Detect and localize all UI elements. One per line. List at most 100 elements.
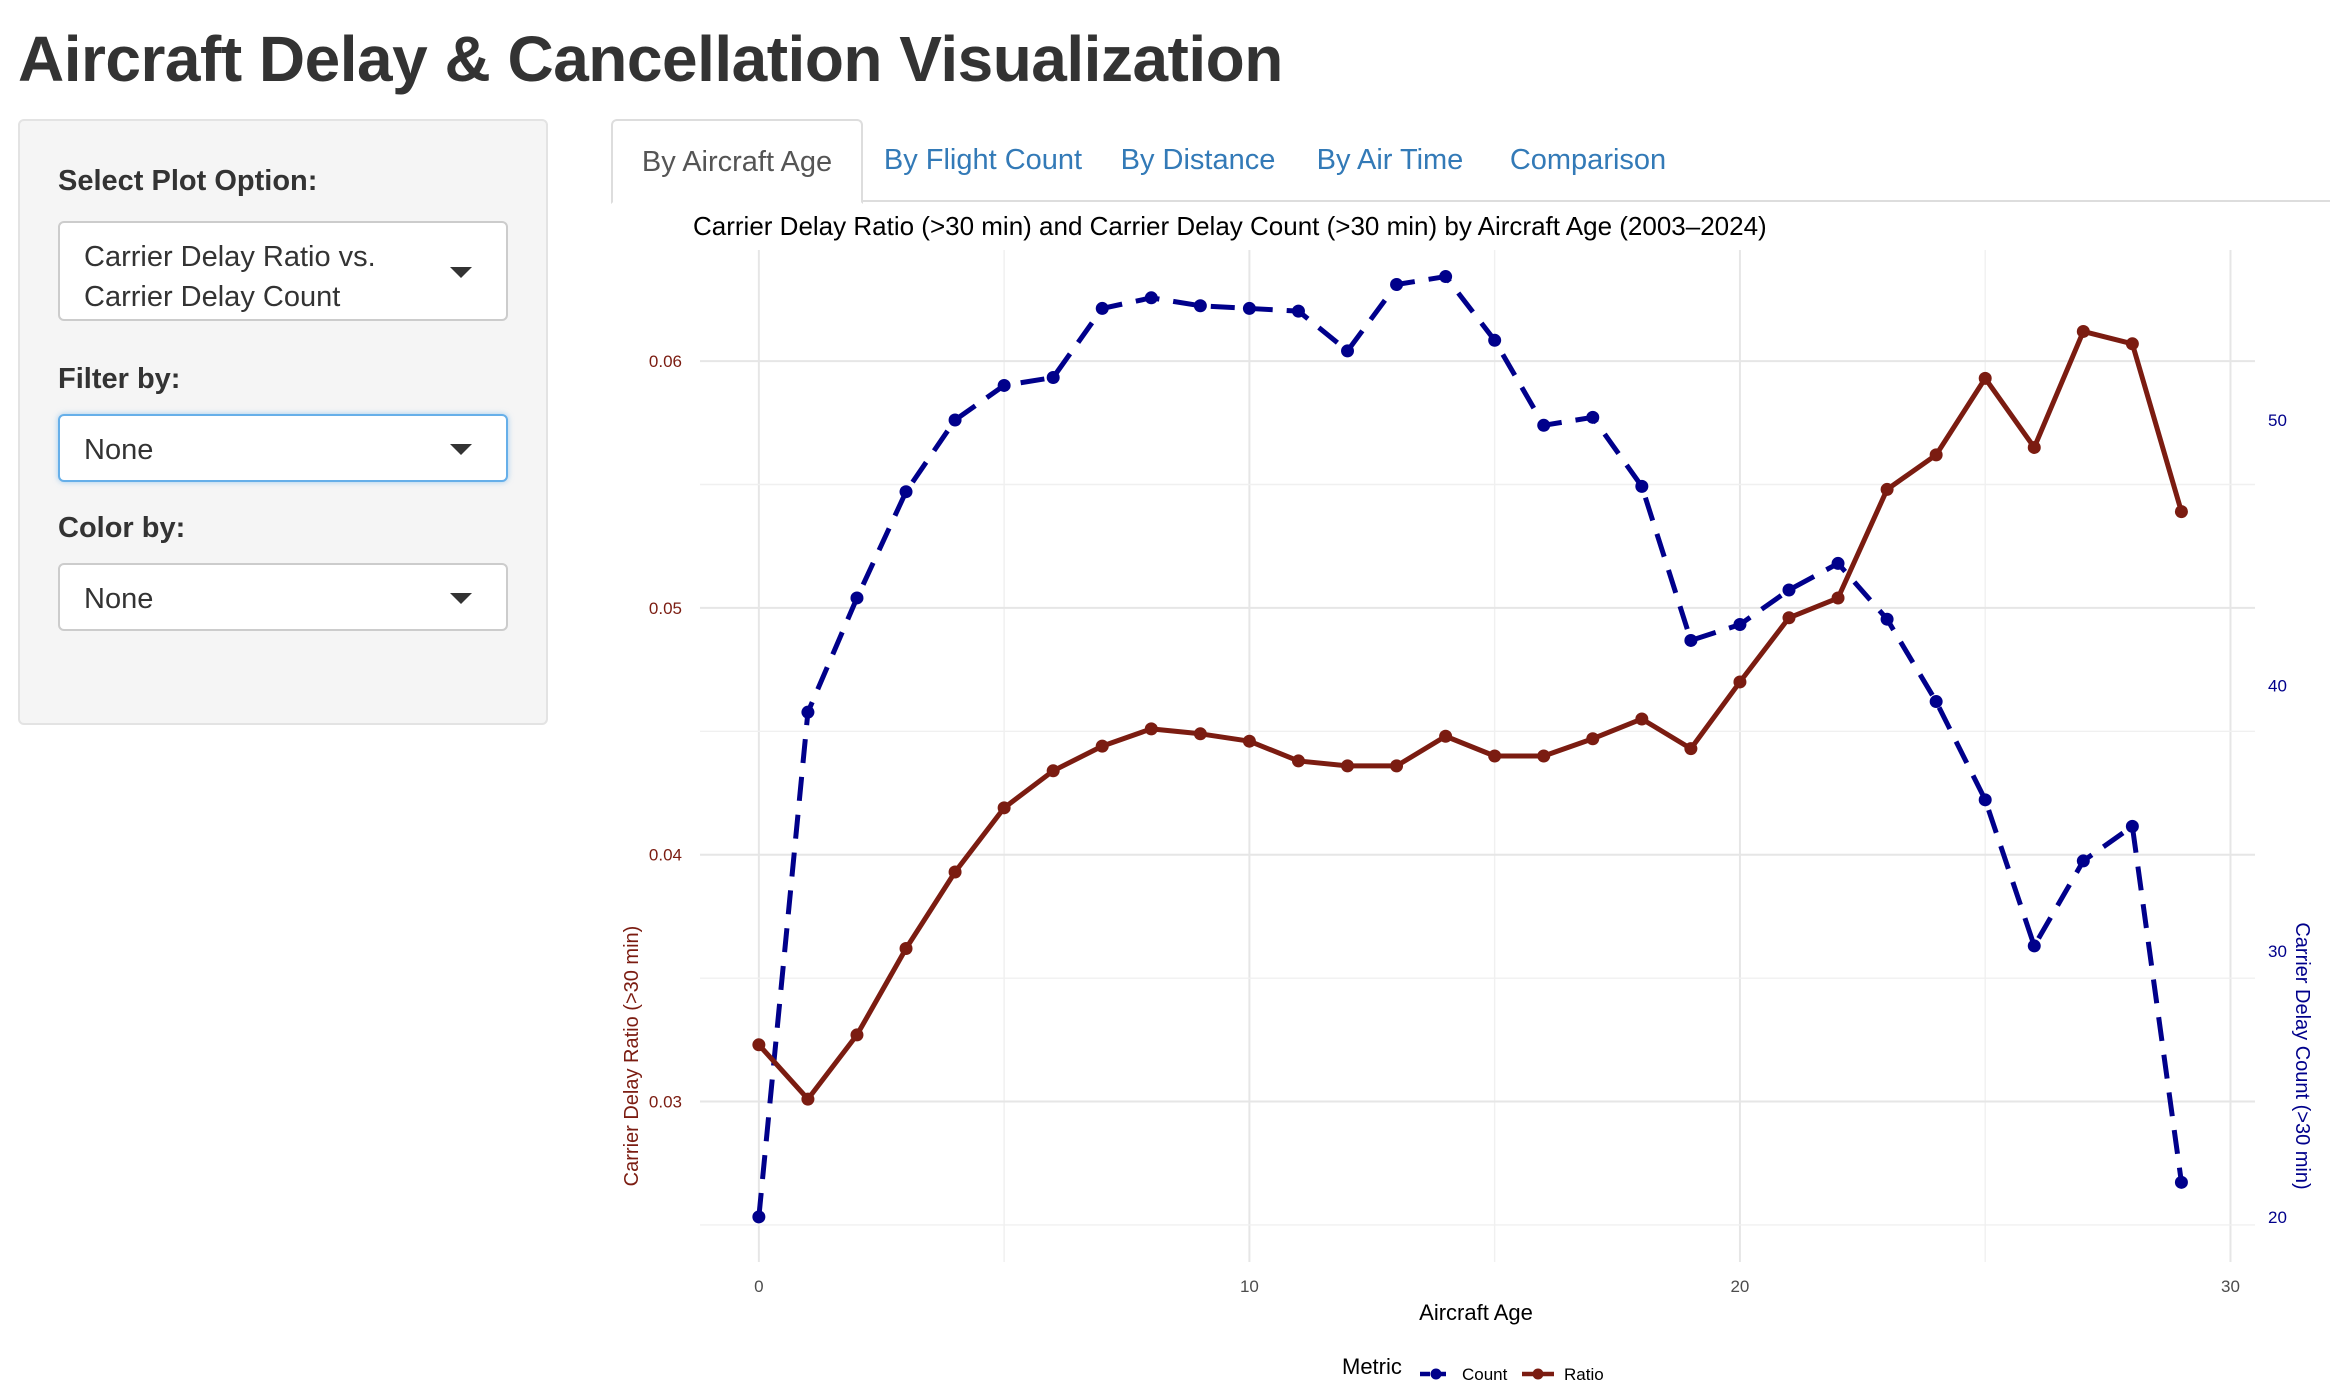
y-left-tick-label: 0.05 bbox=[649, 599, 682, 618]
sidebar-panel: Select Plot Option: Carrier Delay Ratio … bbox=[18, 119, 548, 725]
data-point-ratio bbox=[1880, 482, 1894, 496]
y-right-tick-label: 40 bbox=[2268, 677, 2287, 696]
chevron-down-icon bbox=[450, 444, 472, 455]
x-tick-label: 20 bbox=[1730, 1277, 1749, 1296]
data-point-ratio bbox=[801, 1092, 815, 1106]
color-value: None bbox=[84, 583, 154, 615]
data-point-ratio bbox=[2076, 324, 2090, 338]
chart-grid bbox=[700, 250, 2255, 1262]
data-point-ratio bbox=[1782, 611, 1796, 625]
data-point-ratio bbox=[1095, 739, 1109, 753]
data-point-count bbox=[752, 1210, 766, 1224]
data-point-count bbox=[1880, 612, 1894, 626]
data-point-ratio bbox=[1537, 749, 1551, 763]
x-tick-label: 30 bbox=[2221, 1277, 2240, 1296]
data-point-ratio bbox=[1439, 729, 1453, 743]
data-point-count bbox=[1929, 695, 1943, 709]
data-point-count bbox=[1046, 370, 1060, 384]
tab-comparison[interactable]: Comparison bbox=[1509, 144, 1667, 176]
data-point-ratio bbox=[1144, 722, 1158, 736]
plot-option-label: Select Plot Option: bbox=[58, 165, 318, 197]
legend-item-label: Count bbox=[1462, 1365, 1508, 1380]
data-point-count bbox=[1291, 304, 1305, 318]
tab-by-air-time[interactable]: By Air Time bbox=[1316, 144, 1464, 176]
x-axis-label: Aircraft Age bbox=[1419, 1300, 1533, 1325]
data-point-ratio bbox=[1242, 734, 1256, 748]
filter-value: None bbox=[84, 434, 154, 466]
y-right-tick-label: 20 bbox=[2268, 1208, 2287, 1227]
y-right-tick-label: 50 bbox=[2268, 411, 2287, 430]
data-point-count bbox=[1144, 291, 1158, 305]
filter-label: Filter by: bbox=[58, 363, 181, 395]
data-point-ratio bbox=[2125, 337, 2139, 351]
data-point-count bbox=[1586, 410, 1600, 424]
data-point-count bbox=[1635, 479, 1649, 493]
data-point-count bbox=[948, 413, 962, 427]
data-point-ratio bbox=[1929, 448, 1943, 462]
data-point-count bbox=[850, 591, 864, 605]
chart-series bbox=[752, 270, 2188, 1224]
data-point-count bbox=[2027, 939, 2041, 953]
data-point-count bbox=[1341, 344, 1355, 358]
data-point-count bbox=[1782, 583, 1796, 597]
legend-item-label: Ratio bbox=[1564, 1365, 1604, 1380]
y-left-tick-label: 0.04 bbox=[649, 846, 682, 865]
tab-by-distance[interactable]: By Distance bbox=[1120, 144, 1276, 176]
data-point-count bbox=[801, 705, 815, 719]
tab-by-flight-count[interactable]: By Flight Count bbox=[883, 144, 1083, 176]
data-point-count bbox=[2174, 1175, 2188, 1189]
data-point-ratio bbox=[1488, 749, 1502, 763]
data-point-ratio bbox=[1684, 742, 1698, 756]
y-axis-left-label: Carrier Delay Ratio (>30 min) bbox=[621, 926, 643, 1187]
data-point-count bbox=[1537, 418, 1551, 432]
chart-legend: Metric Count Ratio bbox=[1342, 1354, 1604, 1380]
data-point-ratio bbox=[1635, 712, 1649, 726]
color-label: Color by: bbox=[58, 512, 186, 544]
data-point-ratio bbox=[1390, 759, 1404, 773]
data-point-ratio bbox=[2174, 505, 2188, 519]
data-point-count bbox=[1095, 301, 1109, 315]
data-point-ratio bbox=[1291, 754, 1305, 768]
tab-baseline bbox=[611, 200, 2330, 202]
data-point-count bbox=[1733, 618, 1747, 632]
app-title: Aircraft Delay & Cancellation Visualizat… bbox=[18, 23, 1283, 95]
delay-chart: Carrier Delay Ratio (>30 min) and Carrie… bbox=[621, 211, 2313, 1380]
x-tick-label: 10 bbox=[1240, 1277, 1259, 1296]
y-left-tick-label: 0.06 bbox=[649, 352, 682, 371]
data-point-count bbox=[1242, 301, 1256, 315]
chevron-down-icon bbox=[450, 267, 472, 278]
series-line-count bbox=[756, 274, 2184, 1218]
filter-select[interactable]: None bbox=[58, 414, 508, 482]
data-point-count bbox=[1684, 633, 1698, 647]
data-point-count bbox=[2125, 819, 2139, 833]
data-point-count bbox=[1978, 793, 1992, 807]
plot-option-value: Carrier Delay Ratio vs. Carrier Delay Co… bbox=[84, 241, 376, 313]
data-point-count bbox=[2076, 854, 2090, 868]
legend-title: Metric bbox=[1342, 1354, 1402, 1379]
data-point-count bbox=[1488, 333, 1502, 347]
data-point-ratio bbox=[850, 1028, 864, 1042]
legend-key-point bbox=[1430, 1368, 1442, 1380]
tab-bar: By Aircraft Age By Flight Count By Dista… bbox=[611, 119, 2330, 204]
legend-key-point bbox=[1532, 1368, 1544, 1380]
data-point-count bbox=[997, 378, 1011, 392]
data-point-count bbox=[1390, 278, 1404, 292]
plot-option-select[interactable]: Carrier Delay Ratio vs. Carrier Delay Co… bbox=[58, 221, 508, 321]
y-axis-right-label: Carrier Delay Count (>30 min) bbox=[2291, 922, 2313, 1189]
color-select[interactable]: None bbox=[58, 563, 508, 631]
chart-title: Carrier Delay Ratio (>30 min) and Carrie… bbox=[693, 211, 1767, 241]
data-point-ratio bbox=[997, 801, 1011, 815]
data-point-ratio bbox=[1733, 675, 1747, 689]
chevron-down-icon bbox=[450, 593, 472, 604]
data-point-count bbox=[1439, 270, 1453, 284]
data-point-ratio bbox=[1046, 764, 1060, 778]
data-point-ratio bbox=[948, 865, 962, 879]
data-point-ratio bbox=[1831, 591, 1845, 605]
data-point-count bbox=[899, 485, 913, 499]
tab-by-aircraft-age[interactable]: By Aircraft Age bbox=[611, 119, 863, 204]
y-right-tick-label: 30 bbox=[2268, 942, 2287, 961]
data-point-ratio bbox=[1586, 732, 1600, 746]
series-line-ratio bbox=[757, 328, 2184, 1102]
data-point-ratio bbox=[1978, 371, 1992, 385]
data-point-ratio bbox=[752, 1038, 766, 1052]
